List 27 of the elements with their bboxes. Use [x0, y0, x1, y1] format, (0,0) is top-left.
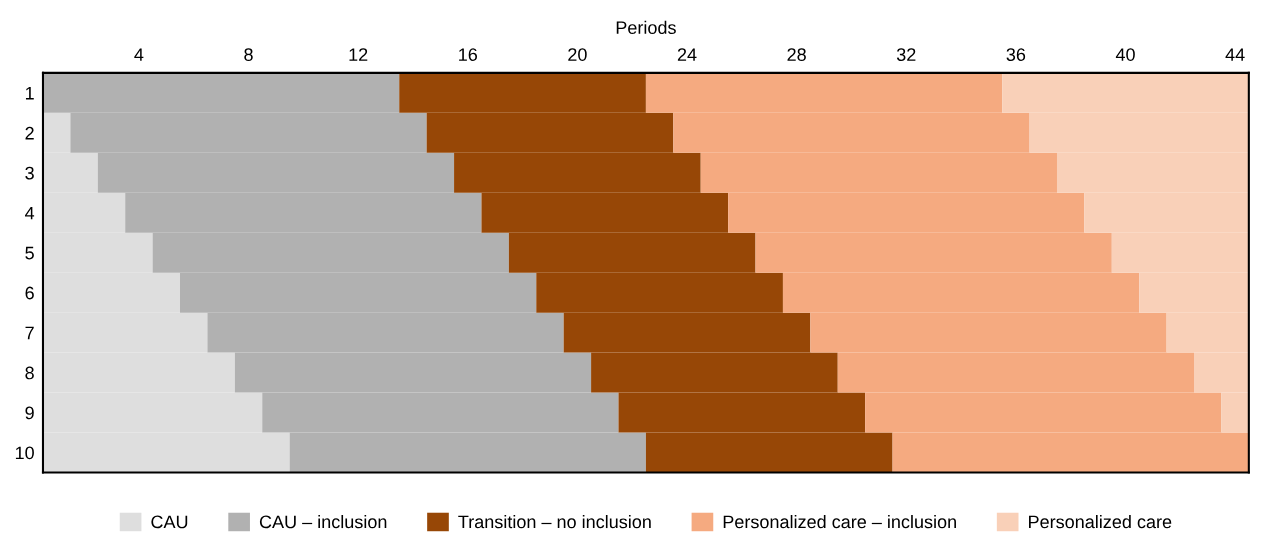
x-tick-label: 20 — [568, 48, 587, 61]
x-tick-label: 32 — [896, 48, 916, 61]
y-tick-label: 7 — [25, 326, 34, 340]
x-tick-label: 12 — [349, 48, 368, 61]
y-tick-label: 9 — [25, 406, 34, 420]
x-tick-label: 36 — [1006, 48, 1026, 61]
x-tick-label: 44 — [1225, 48, 1245, 61]
y-tick-label: 8 — [25, 366, 34, 380]
x-axis-title: Periods — [616, 20, 676, 35]
x-tick-label: 8 — [244, 48, 253, 61]
x-tick-label: 40 — [1115, 48, 1135, 61]
y-tick-label: 4 — [25, 206, 35, 220]
legend-label: Transition – no inclusion — [458, 514, 651, 529]
x-tick-label: 28 — [787, 48, 806, 61]
y-tick-label: 5 — [25, 246, 34, 260]
y-tick-label: 6 — [25, 286, 34, 300]
legend-label: CAU – inclusion — [259, 514, 387, 529]
y-tick-label: 10 — [15, 446, 34, 460]
x-tick-label: 16 — [459, 48, 478, 61]
y-tick-label: 1 — [25, 87, 34, 100]
x-tick-label: 4 — [134, 48, 144, 61]
y-tick-label: 2 — [25, 126, 34, 140]
legend-label: Personalized care — [1029, 514, 1172, 529]
x-tick-label: 24 — [677, 48, 697, 61]
legend-label: CAU — [151, 515, 188, 529]
legend-label: Personalized care – inclusion — [723, 514, 956, 529]
y-tick-label: 3 — [25, 166, 34, 180]
